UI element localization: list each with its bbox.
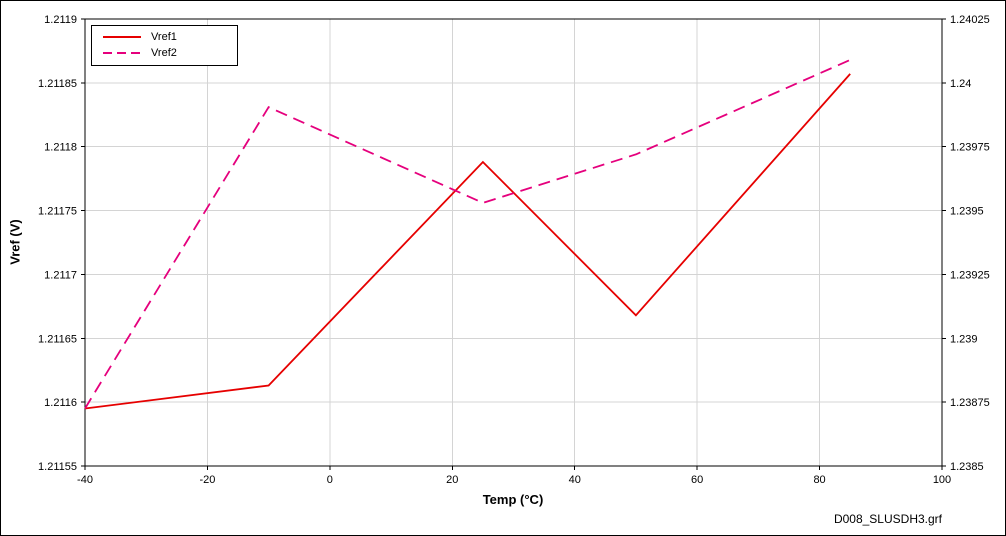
x-tick-label: 80 [813,474,825,486]
figure-footer-label: D008_SLUSDH3.grf [833,512,942,526]
y-left-tick-label: 1.2117 [44,269,77,281]
series-line-vref1 [84,73,851,410]
legend-item: Vref2 [102,47,227,59]
y-axis-title: Vref (V) [7,219,23,265]
x-axis-title: Temp (°C) [482,492,544,507]
y-left-tick-label: 1.2119 [44,14,77,26]
legend-label: Vref1 [151,31,177,43]
x-tick-label: 60 [691,474,703,486]
legend-item: Vref1 [102,31,227,43]
y-left-tick-label: 1.2118 [44,142,77,154]
y-right-tick-label: 1.2385 [950,461,984,473]
x-tick-label: -40 [77,474,93,486]
legend: Vref1 Vref2 [91,25,238,66]
x-tick-label: 0 [327,474,333,486]
plot-border [84,18,943,467]
x-tick-label: 100 [933,474,951,486]
x-tick-label: 20 [446,474,458,486]
y-right-tick-label: 1.23975 [950,142,990,154]
y-right-tick-label: 1.2395 [950,206,984,218]
series-line-vref2 [84,59,851,409]
y-left-tick-label: 1.2116 [44,397,77,409]
y-right-tick-label: 1.239 [950,333,978,345]
x-tick-label: -20 [199,474,215,486]
y-left-tick-label: 1.21155 [38,461,77,473]
y-left-tick-label: 1.21175 [38,206,77,218]
y-right-tick-label: 1.23875 [950,397,990,409]
y-right-tick-label: 1.24 [950,78,971,90]
y-right-tick-label: 1.23925 [950,269,990,281]
legend-line-sample [103,52,141,54]
y-right-tick-label: 1.24025 [950,14,990,26]
y-left-tick-label: 1.21165 [38,333,77,345]
x-tick-label: 40 [569,474,581,486]
y-left-tick-label: 1.21185 [38,78,77,90]
legend-line-sample [103,36,141,38]
legend-label: Vref2 [151,47,177,59]
